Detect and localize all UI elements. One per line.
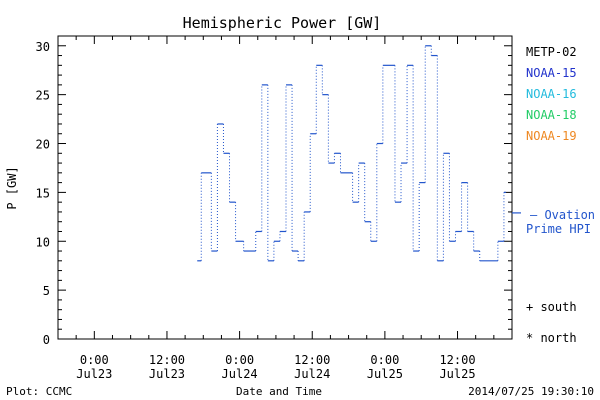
x-tick-label: 12:00: [294, 353, 330, 367]
x-tick-date-label: Jul24: [222, 367, 258, 381]
x-tick-label: 0:00: [80, 353, 109, 367]
legend-entry: NOAA-19: [526, 129, 577, 143]
ovation-label-line2: Prime HPI: [526, 222, 591, 236]
y-tick-label: 25: [36, 89, 50, 103]
legend-entry: NOAA-16: [526, 87, 577, 101]
legend-entry: NOAA-15: [526, 66, 577, 80]
x-axis-label: Date and Time: [236, 385, 322, 398]
plot-frame: [57, 35, 513, 340]
x-tick-date-label: Jul25: [367, 367, 403, 381]
y-tick-label: 10: [36, 235, 50, 249]
x-tick-label: 0:00: [370, 353, 399, 367]
footer-timestamp: 2014/07/25 19:30:10: [468, 385, 594, 398]
y-axis-label: P [GW]: [5, 166, 19, 209]
x-tick-date-label: Jul25: [439, 367, 475, 381]
x-tick-date-label: Jul24: [294, 367, 330, 381]
y-tick-label: 20: [36, 138, 50, 152]
legend-entry: METP-02: [526, 45, 577, 59]
marker-legend-entry: + south: [526, 300, 577, 314]
legend-entry: NOAA-18: [526, 108, 577, 122]
y-tick-label: 5: [43, 284, 50, 298]
x-tick-label: 0:00: [225, 353, 254, 367]
x-tick-label: 12:00: [439, 353, 475, 367]
x-tick-date-label: Jul23: [149, 367, 185, 381]
marker-legend: + south * north: [526, 300, 577, 345]
ovation-label-line1: — Ovation: [530, 208, 595, 222]
legend: METP-02 NOAA-15 NOAA-16 NOAA-18 NOAA-19: [526, 45, 577, 143]
footer-left: Plot: CCMC: [6, 385, 72, 398]
series-layer: [197, 45, 521, 262]
y-tick-label: 15: [36, 186, 50, 200]
y-axis: 0 5 10 15 20 25 30: [36, 40, 512, 347]
x-tick-label: 12:00: [149, 353, 185, 367]
marker-legend-entry: * north: [526, 331, 577, 345]
x-axis: 0:00Jul2312:00Jul230:00Jul2412:00Jul240:…: [75, 36, 495, 381]
y-tick-label: 30: [36, 40, 50, 54]
x-tick-date-label: Jul23: [76, 367, 112, 381]
chart-title: Hemispheric Power [GW]: [183, 14, 382, 32]
y-tick-label: 0: [43, 333, 50, 347]
